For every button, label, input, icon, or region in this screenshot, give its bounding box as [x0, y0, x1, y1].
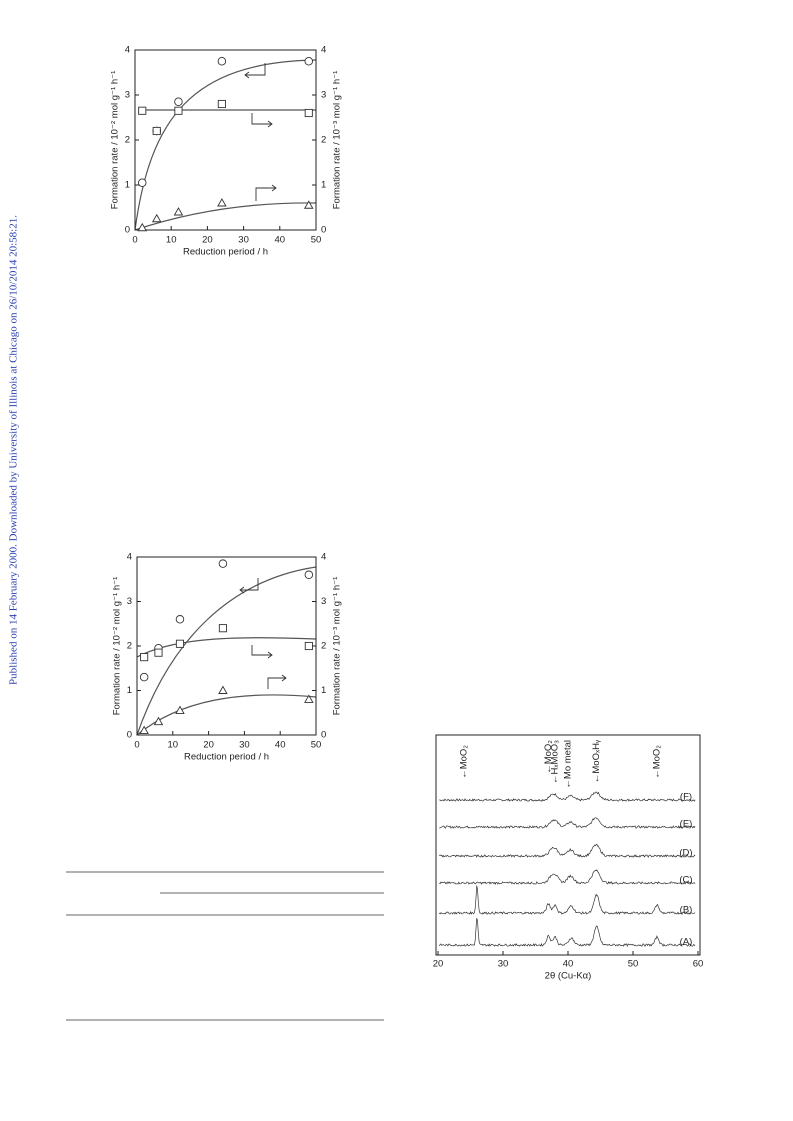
xrd-trace	[439, 885, 696, 916]
triangle-marker	[218, 685, 228, 694]
y2-tick-label: 1	[321, 685, 326, 696]
y2-tick-label: 1	[321, 180, 326, 191]
trace-label: (A)	[680, 937, 693, 948]
triangle-marker	[217, 198, 227, 207]
triangle-marker	[153, 716, 164, 726]
y-tick-label: 2	[127, 641, 132, 652]
y-tick-label: 0	[127, 730, 132, 741]
xrd-trace	[439, 869, 696, 885]
square-marker	[218, 624, 227, 633]
xrd-trace	[439, 817, 696, 829]
y-axis-label: Formation rate / 10⁻² mol g⁻¹ h⁻¹	[112, 577, 123, 716]
triangle-marker	[175, 705, 185, 714]
circle-marker	[217, 57, 227, 66]
y2-tick-label: 3	[321, 596, 326, 607]
x-tick-label: 20	[203, 740, 214, 751]
triangle-marker	[137, 222, 148, 232]
y-tick-label: 1	[127, 685, 132, 696]
x-tick-label: 40	[275, 740, 286, 751]
x-tick-label: 0	[134, 740, 139, 751]
x-tick-label: 20	[202, 235, 213, 246]
y2-axis-label: Formation rate / 10⁻³ mol g⁻¹ h⁻¹	[332, 577, 343, 716]
x-tick-label: 40	[275, 235, 286, 246]
xrd-trace	[439, 918, 696, 947]
peak-annotation: ←HₓMoO₃	[550, 740, 561, 784]
trace-label: (E)	[680, 819, 693, 830]
circle-marker	[174, 97, 183, 106]
square-marker	[304, 641, 313, 651]
x-tick-label: 40	[563, 959, 574, 970]
table-rules	[66, 871, 384, 1021]
x-tick-label: 10	[166, 235, 177, 246]
y2-tick-label: 0	[321, 730, 326, 741]
plot-frame	[136, 556, 317, 736]
square-marker	[154, 648, 163, 657]
peak-annotation: ←MoO₂	[652, 745, 663, 779]
y-tick-label: 1	[125, 180, 130, 191]
x-tick-label: 50	[311, 740, 322, 751]
y2-tick-label: 4	[321, 552, 326, 563]
xrd-trace	[439, 843, 696, 858]
circle-marker	[304, 57, 314, 66]
y-tick-label: 3	[125, 90, 130, 101]
side-note: Published on 14 February 2000. Downloade…	[8, 215, 20, 685]
x-tick-label: 60	[693, 959, 704, 970]
xrd-trace	[439, 791, 696, 802]
peak-annotation: ←MoO₂	[543, 740, 554, 774]
y-axis-label: Formation rate / 10⁻² mol g⁻¹ h⁻¹	[110, 71, 121, 210]
triangle-marker	[151, 213, 162, 223]
y2-tick-label: 4	[321, 45, 326, 56]
triangle-marker	[173, 207, 184, 216]
circle-marker	[139, 672, 149, 682]
square-marker	[174, 106, 183, 115]
triangle-marker	[304, 694, 314, 703]
y2-axis-label: Formation rate / 10⁻³ mol g⁻¹ h⁻¹	[332, 71, 343, 210]
x-tick-label: 50	[628, 959, 639, 970]
y2-tick-label: 2	[321, 135, 326, 146]
trace-label: (F)	[680, 792, 692, 803]
x-tick-label: 30	[498, 959, 509, 970]
square-marker	[140, 653, 149, 662]
y-tick-label: 3	[127, 596, 132, 607]
peak-annotation: ←MoO₂	[459, 745, 470, 779]
circle-marker	[137, 178, 147, 187]
y2-tick-label: 3	[321, 90, 326, 101]
y-tick-label: 4	[125, 45, 130, 56]
y2-tick-label: 0	[321, 225, 326, 236]
square-marker	[217, 99, 226, 109]
x-tick-label: 10	[168, 740, 179, 751]
square-marker	[304, 108, 313, 118]
x-axis-label: Reduction period / h	[183, 247, 268, 258]
y-tick-label: 4	[127, 552, 132, 563]
x-tick-label: 30	[238, 235, 249, 246]
arrows	[239, 63, 287, 689]
triangle-marker	[139, 725, 149, 734]
x-tick-label: 50	[311, 235, 322, 246]
peak-annotation: ←MoOₓHᵧ	[591, 739, 602, 783]
x-axis-label: 2θ (Cu-Kα)	[545, 971, 592, 982]
square-marker	[175, 639, 185, 648]
triangle-marker	[303, 200, 314, 209]
x-tick-label: 0	[132, 235, 137, 246]
fit-curves	[134, 59, 317, 736]
x-tick-label: 30	[239, 740, 250, 751]
circle-marker	[304, 570, 314, 580]
circle-marker	[175, 615, 185, 624]
square-marker	[138, 106, 147, 115]
x-axis-label: Reduction period / h	[184, 752, 269, 763]
trace-label: (B)	[680, 905, 693, 916]
y-tick-label: 0	[125, 225, 130, 236]
x-tick-label: 20	[433, 959, 444, 970]
square-marker	[152, 126, 161, 136]
circle-marker	[218, 559, 228, 568]
trace-label: (C)	[679, 875, 692, 886]
trace-label: (D)	[679, 848, 692, 859]
y2-tick-label: 2	[321, 641, 326, 652]
y-tick-label: 2	[125, 135, 130, 146]
peak-annotation: ←Mo metal	[563, 740, 574, 789]
